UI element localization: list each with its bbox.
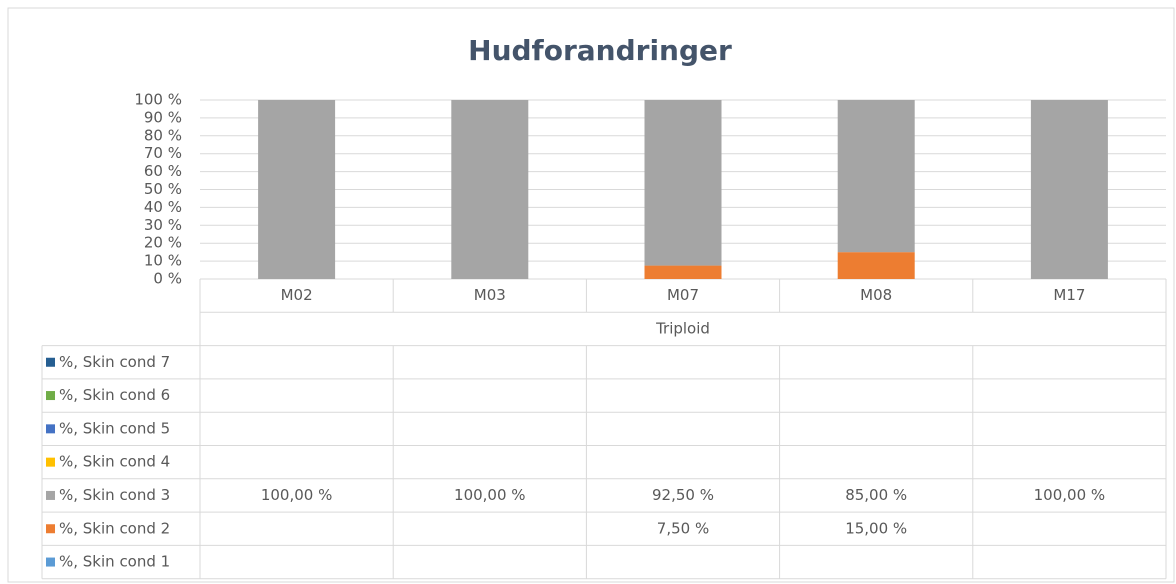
y-tick-label: 50 % [144,180,182,198]
legend-label: %, Skin cond 2 [59,519,170,537]
data-label: 100,00 % [1034,486,1106,504]
x-tick-label: M07 [667,286,699,304]
legend-swatch [46,557,55,567]
legend-label: %, Skin cond 5 [59,419,170,437]
y-tick-label: 70 % [144,144,182,162]
data-label: 92,50 % [652,486,714,504]
bar-segment [837,252,915,279]
legend-label: %, Skin cond 1 [59,553,170,571]
x-tick-label: M02 [281,286,313,304]
legend-swatch [46,524,55,534]
y-tick-label: 0 % [153,270,182,288]
bar-segment [1030,100,1108,279]
group-label: Triploid [655,319,710,337]
bar-segment [644,100,722,266]
legend-swatch [46,357,55,367]
legend-swatch [46,490,55,500]
data-label: 100,00 % [261,486,333,504]
y-tick-label: 80 % [144,126,182,144]
chart-title: Hudforandringer [468,34,732,67]
legend-label: %, Skin cond 6 [59,386,170,404]
y-tick-label: 20 % [144,234,182,252]
chart-border [7,7,1175,583]
legend-label: %, Skin cond 4 [59,453,170,471]
legend-label: %, Skin cond 3 [59,486,170,504]
legend-swatch [46,457,55,467]
y-tick-label: 90 % [144,108,182,126]
x-tick-label: M17 [1053,286,1085,304]
y-tick-label: 40 % [144,198,182,216]
y-tick-label: 60 % [144,162,182,180]
legend-swatch [46,391,55,401]
data-label: 7,50 % [657,519,709,537]
x-tick-label: M03 [474,286,506,304]
y-tick-label: 10 % [144,252,182,270]
y-tick-label: 100 % [134,91,182,109]
data-label: 85,00 % [845,486,907,504]
x-tick-label: M08 [860,286,892,304]
bar-segment [258,100,336,279]
data-label: 15,00 % [845,519,907,537]
legend-label: %, Skin cond 7 [59,353,170,371]
legend-swatch [46,424,55,434]
bar-segment [644,265,722,279]
bar-segment [837,100,915,253]
bar-segment [451,100,529,279]
data-label: 100,00 % [454,486,526,504]
y-tick-label: 30 % [144,216,182,234]
